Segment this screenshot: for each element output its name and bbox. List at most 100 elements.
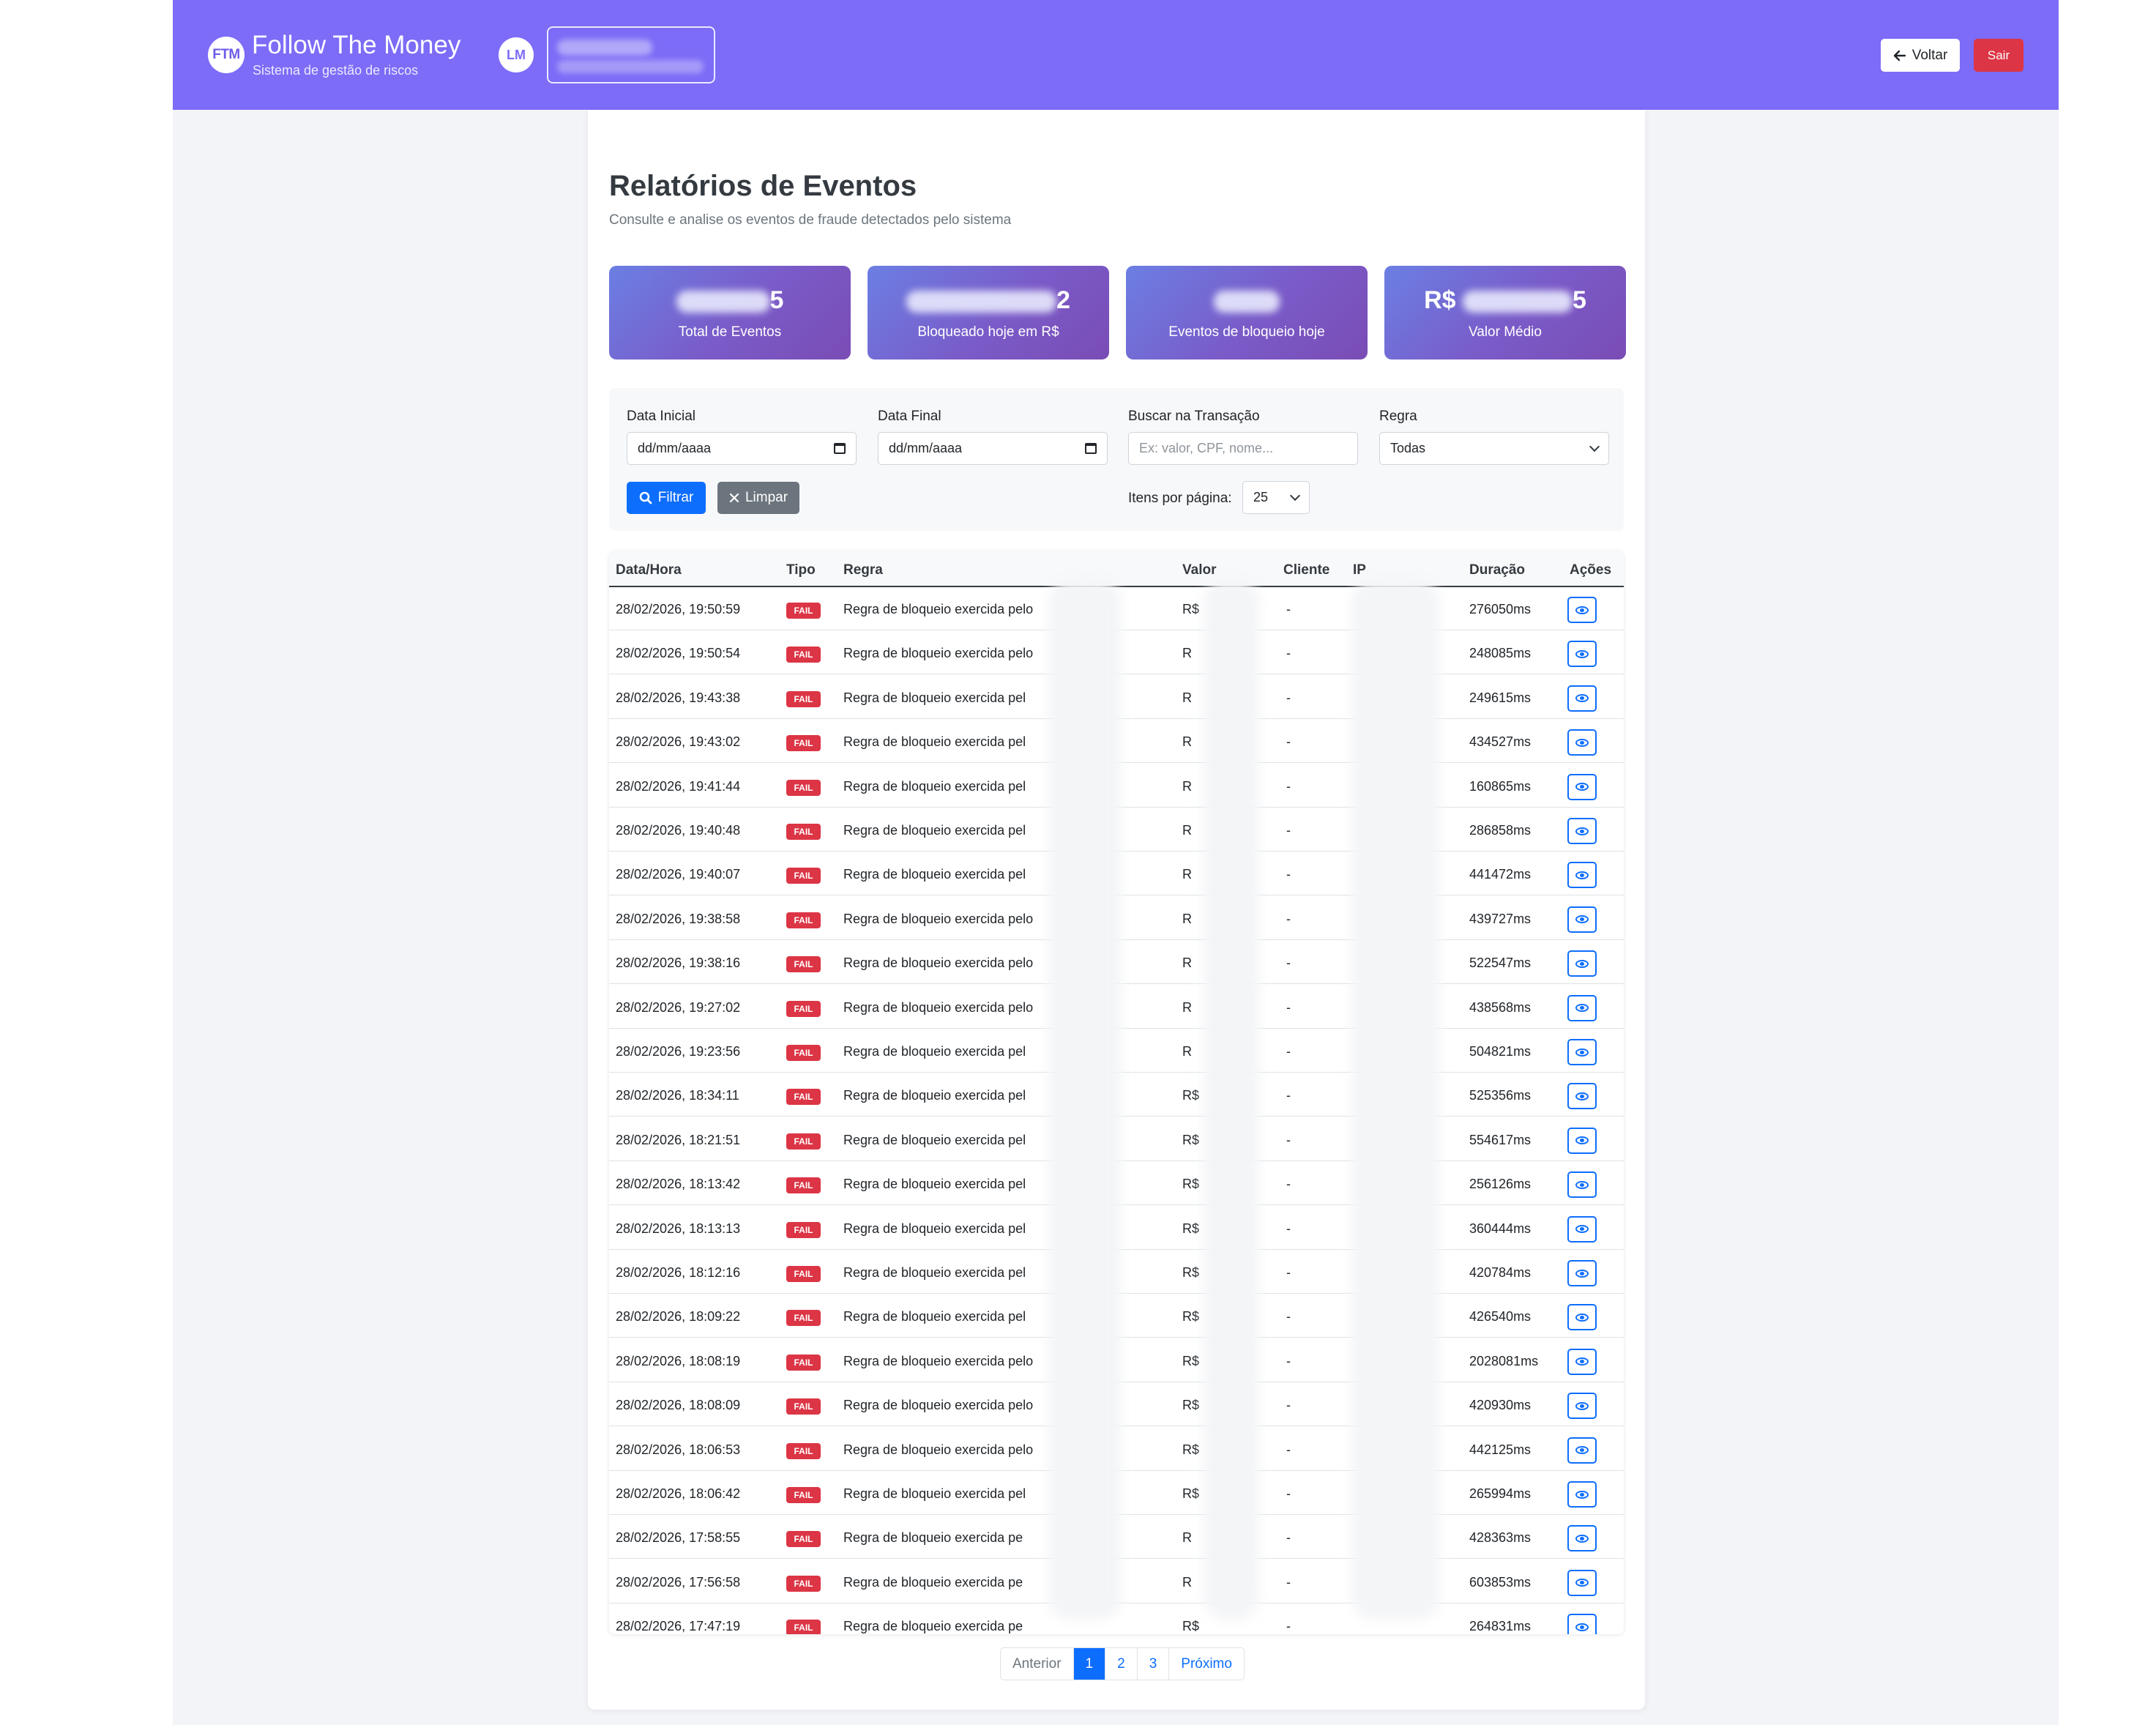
arrow-left-icon xyxy=(1893,50,1906,61)
view-details-button[interactable] xyxy=(1567,862,1597,889)
table-row: 28/02/2026, 19:23:56 FAIL Regra de bloquei… xyxy=(609,1031,1624,1073)
pagination-previous[interactable]: Anterior xyxy=(1001,1648,1074,1680)
app: FTM Follow The Money Sistema de gestão d… xyxy=(173,0,2059,1725)
cell-client: - xyxy=(1286,778,1291,794)
cell-duration: 434527ms xyxy=(1469,734,1532,750)
view-details-button[interactable] xyxy=(1567,1348,1597,1375)
pagination-page-2[interactable]: 2 xyxy=(1105,1648,1138,1680)
cell-client: - xyxy=(1286,999,1291,1015)
cell-rule: Regra de bloqueio exercida pel xyxy=(843,1044,1026,1059)
start-date-label: Data Inicial xyxy=(627,409,695,424)
clear-button-label: Limpar xyxy=(745,490,788,505)
cell-client: - xyxy=(1286,1309,1291,1325)
view-details-button[interactable] xyxy=(1567,1569,1597,1596)
view-details-button[interactable] xyxy=(1567,1127,1597,1154)
cell-client: - xyxy=(1286,1177,1291,1192)
view-details-button[interactable] xyxy=(1567,1215,1597,1242)
cell-duration: 438568ms xyxy=(1469,999,1532,1015)
user-info-redacted[interactable] xyxy=(547,26,715,83)
view-details-button[interactable] xyxy=(1567,1039,1597,1065)
cell-datetime: 28/02/2026, 18:12:16 xyxy=(616,1265,741,1280)
clear-button[interactable]: Limpar xyxy=(717,482,799,514)
cell-value: R$ xyxy=(1182,1353,1200,1368)
view-details-button[interactable] xyxy=(1567,1481,1597,1508)
view-details-button[interactable] xyxy=(1567,1171,1597,1199)
cell-datetime: 28/02/2026, 18:06:42 xyxy=(616,1486,741,1501)
cell-client: - xyxy=(1286,1221,1291,1236)
view-details-button[interactable] xyxy=(1567,685,1597,712)
table-row: 28/02/2026, 17:56:58 FAIL Regra de bloquei… xyxy=(609,1562,1624,1603)
per-page-select[interactable]: 25 xyxy=(1242,481,1310,514)
rule-select[interactable]: Todas xyxy=(1379,432,1609,465)
cell-datetime: 28/02/2026, 18:06:53 xyxy=(616,1442,741,1457)
cell-value: R xyxy=(1182,1530,1192,1546)
view-details-button[interactable] xyxy=(1567,729,1597,756)
cell-duration: 428363ms xyxy=(1469,1530,1532,1546)
cell-duration: 441472ms xyxy=(1469,867,1532,882)
cell-value: R xyxy=(1182,867,1192,882)
eye-icon xyxy=(1575,827,1589,835)
cell-datetime: 28/02/2026, 18:21:51 xyxy=(616,1132,741,1147)
view-details-button[interactable] xyxy=(1567,597,1597,623)
view-details-button[interactable] xyxy=(1567,950,1597,977)
calendar-icon[interactable] xyxy=(1085,443,1097,454)
type-badge-fail: FAIL xyxy=(786,1442,821,1459)
cell-rule: Regra de bloqueio exercida pel xyxy=(843,1221,1026,1236)
search-label: Buscar na Transação xyxy=(1128,409,1260,424)
chevron-down-icon xyxy=(1289,490,1301,502)
cell-duration: 420930ms xyxy=(1469,1398,1532,1413)
chevron-down-icon xyxy=(1589,441,1600,452)
cell-rule: Regra de bloqueio exercida pel xyxy=(843,1265,1026,1280)
type-badge-fail: FAIL xyxy=(786,1620,821,1634)
calendar-icon[interactable] xyxy=(834,443,846,454)
end-date-input[interactable]: dd/mm/aaaa xyxy=(878,432,1108,465)
redacted-value xyxy=(676,291,770,313)
cell-rule: Regra de bloqueio exercida pe xyxy=(843,1619,1023,1634)
view-details-button[interactable] xyxy=(1567,1393,1597,1420)
table-row: 28/02/2026, 17:47:19 FAIL Regra de bloquei… xyxy=(609,1606,1624,1634)
view-details-button[interactable] xyxy=(1567,906,1597,933)
view-details-button[interactable] xyxy=(1567,1614,1597,1634)
logout-button[interactable]: Sair xyxy=(1974,39,2023,72)
eye-icon xyxy=(1575,783,1589,791)
cell-client: - xyxy=(1286,1574,1291,1590)
eye-icon xyxy=(1575,738,1589,747)
cell-duration: 420784ms xyxy=(1469,1265,1532,1280)
view-details-button[interactable] xyxy=(1567,1437,1597,1464)
pagination-next[interactable]: Próximo xyxy=(1181,1655,1232,1672)
end-date-value: dd/mm/aaaa xyxy=(889,441,963,455)
back-button[interactable]: Voltar xyxy=(1881,39,1960,72)
logout-button-label: Sair xyxy=(1987,48,2010,62)
type-badge-fail: FAIL xyxy=(786,1398,821,1415)
view-details-button[interactable] xyxy=(1567,1083,1597,1110)
view-details-button[interactable] xyxy=(1567,818,1597,844)
pagination-page-3[interactable]: 3 xyxy=(1138,1648,1170,1680)
filter-button[interactable]: Filtrar xyxy=(627,482,706,514)
header-rule: Regra xyxy=(843,562,883,578)
cell-duration: 554617ms xyxy=(1469,1132,1532,1147)
view-details-button[interactable] xyxy=(1567,1304,1597,1331)
view-details-button[interactable] xyxy=(1567,994,1597,1021)
search-input[interactable]: Ex: valor, CPF, nome... xyxy=(1128,432,1358,465)
view-details-button[interactable] xyxy=(1567,1260,1597,1286)
view-details-button[interactable] xyxy=(1567,773,1597,800)
cell-value: R$ xyxy=(1182,1265,1200,1280)
cell-client: - xyxy=(1286,1132,1291,1147)
cell-value: R xyxy=(1182,999,1192,1015)
table-row: 28/02/2026, 19:50:59 FAIL Regra de bloquei… xyxy=(609,589,1624,630)
cell-client: - xyxy=(1286,911,1291,926)
pagination-page-1[interactable]: 1 xyxy=(1073,1648,1106,1680)
type-badge-fail: FAIL xyxy=(786,912,821,928)
cell-datetime: 28/02/2026, 19:38:16 xyxy=(616,955,741,971)
cell-datetime: 28/02/2026, 18:09:22 xyxy=(616,1309,741,1325)
view-details-button[interactable] xyxy=(1567,641,1597,668)
start-date-input[interactable]: dd/mm/aaaa xyxy=(627,432,857,465)
rule-select-value: Todas xyxy=(1390,441,1426,455)
view-details-button[interactable] xyxy=(1567,1525,1597,1552)
cell-datetime: 28/02/2026, 18:13:42 xyxy=(616,1177,741,1192)
cell-rule: Regra de bloqueio exercida pelo xyxy=(843,999,1034,1015)
search-placeholder: Ex: valor, CPF, nome... xyxy=(1139,441,1274,455)
stat-value: 2 xyxy=(868,286,1109,316)
cell-client: - xyxy=(1286,955,1291,971)
filter-button-label: Filtrar xyxy=(657,490,694,505)
